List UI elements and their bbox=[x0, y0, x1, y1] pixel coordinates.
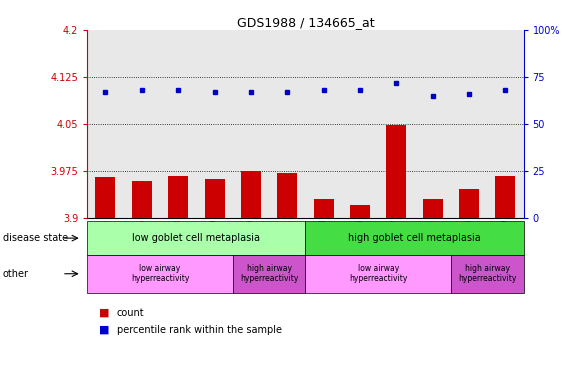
Bar bbox=[241, 171, 261, 217]
Text: percentile rank within the sample: percentile rank within the sample bbox=[117, 325, 282, 335]
Text: ■: ■ bbox=[99, 308, 109, 318]
Bar bbox=[386, 125, 406, 217]
Bar bbox=[314, 199, 334, 217]
Text: ■: ■ bbox=[99, 325, 109, 335]
Text: low airway
hyperreactivity: low airway hyperreactivity bbox=[131, 264, 189, 284]
Bar bbox=[495, 176, 515, 217]
Text: other: other bbox=[3, 269, 29, 279]
Bar bbox=[96, 177, 115, 218]
Text: low airway
hyperreactivity: low airway hyperreactivity bbox=[349, 264, 408, 284]
Bar bbox=[350, 205, 370, 218]
Bar bbox=[423, 199, 443, 217]
Text: disease state: disease state bbox=[3, 233, 68, 243]
Title: GDS1988 / 134665_at: GDS1988 / 134665_at bbox=[236, 16, 374, 29]
Bar bbox=[204, 179, 225, 218]
Text: low goblet cell metaplasia: low goblet cell metaplasia bbox=[132, 233, 260, 243]
Bar bbox=[168, 176, 188, 217]
Bar bbox=[459, 189, 479, 217]
Text: high goblet cell metaplasia: high goblet cell metaplasia bbox=[348, 233, 481, 243]
Text: high airway
hyperreactivity: high airway hyperreactivity bbox=[240, 264, 298, 284]
Bar bbox=[132, 181, 152, 218]
Bar bbox=[277, 173, 297, 217]
Text: high airway
hyperreactivity: high airway hyperreactivity bbox=[458, 264, 516, 284]
Text: count: count bbox=[117, 308, 144, 318]
